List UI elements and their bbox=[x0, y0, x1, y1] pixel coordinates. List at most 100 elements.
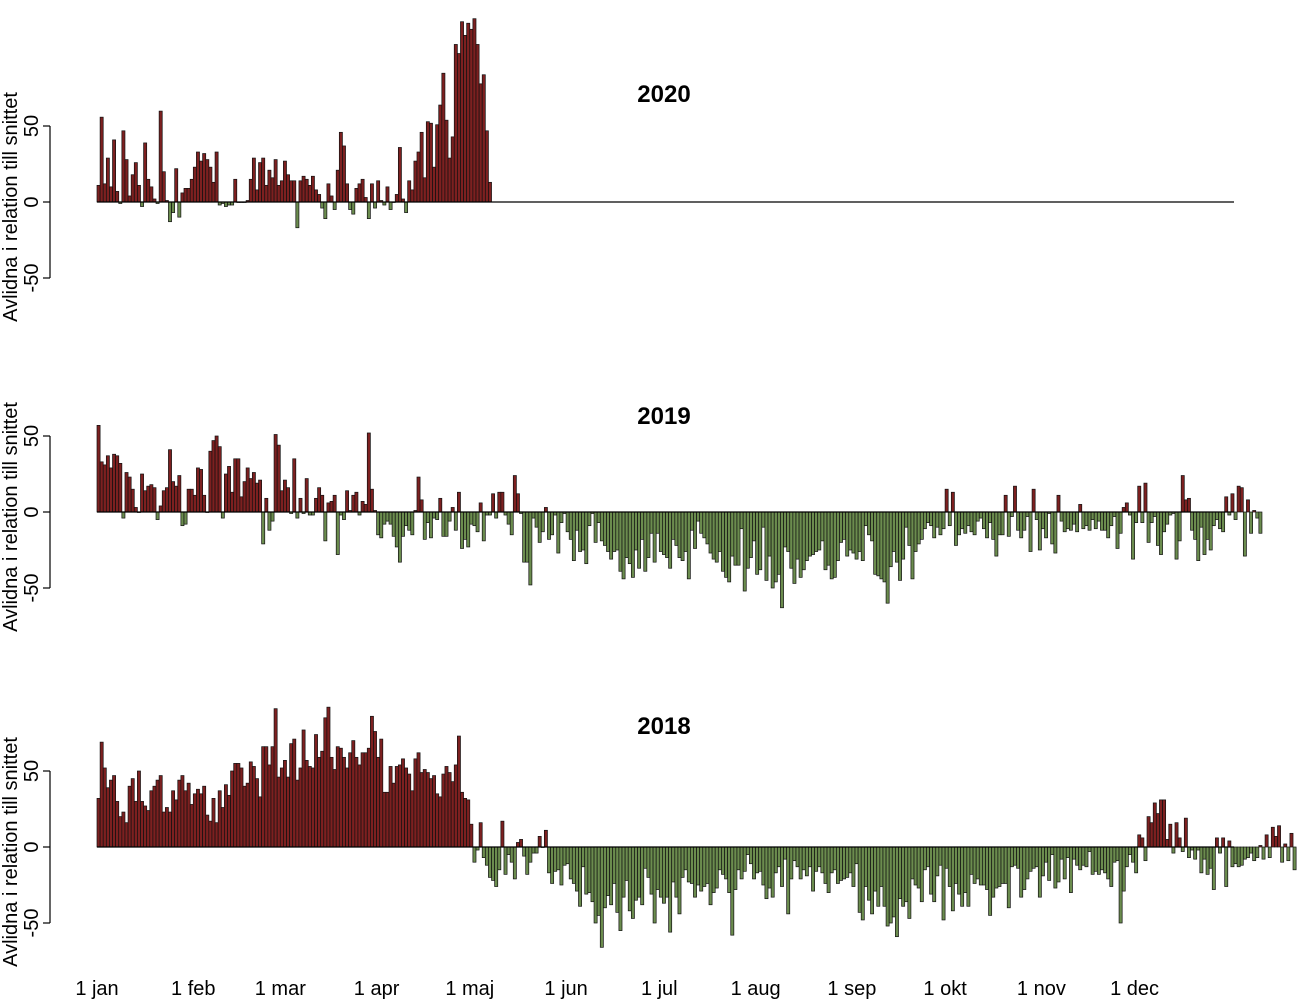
bar-series bbox=[96, 425, 1263, 609]
bar bbox=[1056, 494, 1061, 513]
bar bbox=[497, 491, 502, 513]
bar bbox=[947, 846, 952, 887]
bar bbox=[425, 121, 430, 203]
bar bbox=[276, 776, 281, 848]
bar bbox=[1128, 846, 1132, 855]
bar bbox=[736, 511, 741, 566]
bar bbox=[898, 846, 902, 900]
bar bbox=[438, 497, 443, 513]
bar bbox=[307, 766, 312, 848]
bar bbox=[627, 846, 632, 912]
bar bbox=[164, 487, 169, 513]
bar bbox=[127, 195, 132, 203]
bar bbox=[727, 511, 732, 583]
bar bbox=[1199, 511, 1204, 528]
bar bbox=[1149, 511, 1154, 523]
bar bbox=[177, 201, 182, 218]
y-axis-label: Avlidna i relation till snittet bbox=[0, 92, 22, 322]
bar bbox=[1096, 511, 1101, 522]
bar bbox=[1100, 511, 1104, 531]
bar bbox=[556, 846, 561, 871]
bar bbox=[711, 846, 716, 893]
bar bbox=[457, 53, 461, 203]
bar bbox=[671, 511, 676, 540]
bar bbox=[848, 846, 853, 874]
bar bbox=[432, 511, 436, 519]
bar bbox=[658, 846, 663, 898]
bar bbox=[646, 511, 651, 558]
bar bbox=[724, 846, 728, 880]
bar bbox=[494, 846, 499, 887]
bar bbox=[829, 846, 834, 874]
bar bbox=[1143, 846, 1148, 862]
bar bbox=[491, 493, 495, 513]
bar bbox=[177, 779, 182, 848]
bar bbox=[192, 793, 197, 848]
bar bbox=[410, 511, 415, 536]
bar bbox=[1031, 488, 1036, 513]
bar bbox=[814, 846, 819, 872]
bar bbox=[1224, 846, 1229, 887]
bar bbox=[972, 846, 977, 884]
bar bbox=[258, 162, 263, 203]
bar bbox=[1134, 511, 1139, 523]
bar bbox=[96, 184, 101, 203]
bar bbox=[808, 846, 812, 868]
bar bbox=[842, 846, 847, 880]
bar bbox=[146, 178, 151, 203]
bar bbox=[599, 511, 604, 542]
bar bbox=[279, 490, 284, 513]
bar bbox=[662, 846, 666, 904]
bar bbox=[752, 846, 756, 880]
bar bbox=[910, 846, 915, 880]
bar bbox=[801, 846, 806, 871]
bar bbox=[916, 846, 921, 889]
bar bbox=[205, 159, 210, 203]
bar bbox=[798, 511, 803, 578]
bar bbox=[804, 846, 809, 877]
bar bbox=[876, 511, 881, 577]
bar bbox=[997, 846, 1002, 887]
y-tick-label: -50 bbox=[21, 574, 43, 603]
panel-title: 2018 bbox=[637, 713, 690, 740]
bar bbox=[1221, 511, 1226, 533]
bar bbox=[982, 846, 986, 886]
bar bbox=[261, 157, 266, 203]
bar bbox=[447, 157, 452, 203]
bar bbox=[1155, 813, 1160, 848]
bar bbox=[466, 511, 471, 548]
bar bbox=[320, 201, 325, 209]
bar bbox=[370, 183, 374, 203]
bar bbox=[891, 846, 896, 918]
bar bbox=[115, 455, 120, 513]
bar bbox=[1028, 846, 1033, 872]
bar bbox=[584, 511, 589, 565]
bar bbox=[236, 763, 241, 848]
bar bbox=[867, 846, 871, 901]
bar bbox=[1249, 511, 1253, 534]
bar bbox=[960, 511, 965, 530]
bar bbox=[1025, 511, 1030, 517]
bar bbox=[873, 846, 878, 892]
bar bbox=[1037, 511, 1042, 551]
bar bbox=[472, 846, 477, 863]
bar bbox=[304, 478, 309, 513]
bar bbox=[1236, 485, 1241, 513]
bar bbox=[578, 511, 582, 552]
bar bbox=[922, 846, 927, 871]
bar bbox=[220, 807, 225, 848]
bar bbox=[910, 511, 915, 580]
bar bbox=[1056, 846, 1061, 883]
bar bbox=[1289, 832, 1294, 848]
bar bbox=[1177, 511, 1182, 542]
bar bbox=[1103, 846, 1107, 874]
bar bbox=[677, 846, 682, 915]
bar bbox=[460, 511, 464, 549]
bar bbox=[534, 846, 539, 854]
bar bbox=[764, 511, 769, 581]
x-tick-label: 1 feb bbox=[171, 978, 215, 1000]
bar bbox=[587, 511, 592, 527]
bar bbox=[329, 195, 334, 203]
bar bbox=[1218, 846, 1222, 854]
